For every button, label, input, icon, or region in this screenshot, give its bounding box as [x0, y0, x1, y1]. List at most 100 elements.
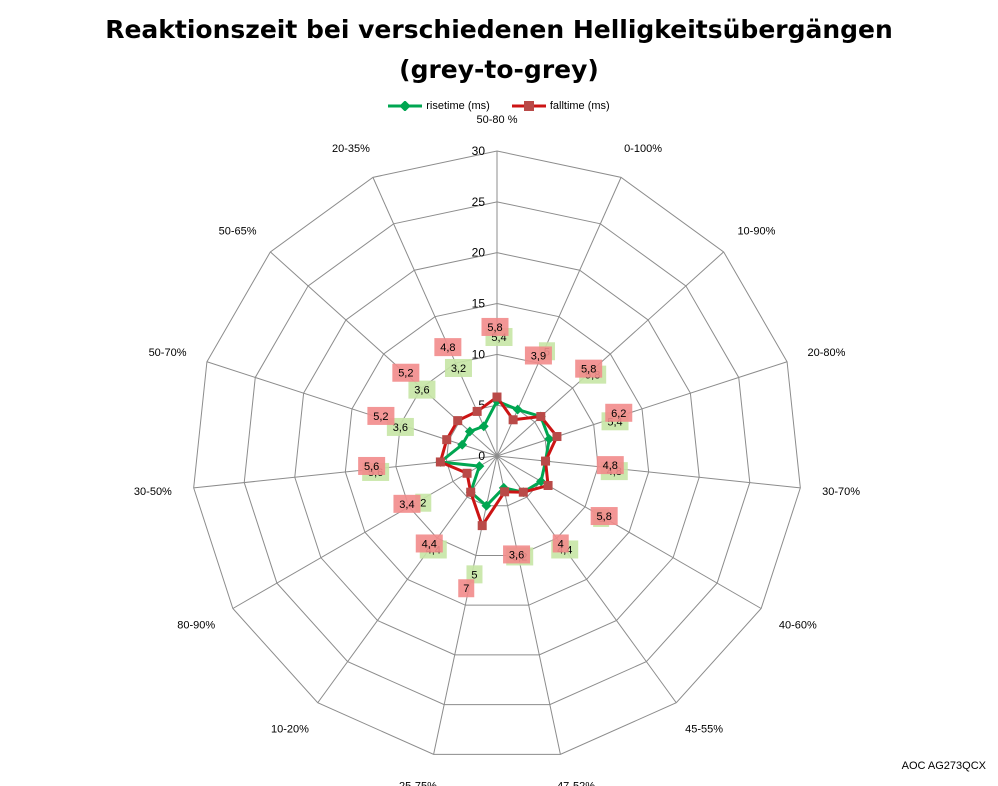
grid-ring: [344, 302, 650, 606]
tick-label: 25: [472, 195, 486, 209]
data-label: 5,2: [373, 411, 388, 423]
category-label: 25-75%: [399, 781, 437, 786]
tick-label: 20: [472, 246, 486, 260]
data-point: [453, 416, 463, 426]
category-label: 0-100%: [624, 143, 662, 155]
data-label: 4,8: [440, 342, 455, 354]
data-point: [508, 415, 518, 425]
data-label-bg: [552, 534, 569, 553]
data-label-bg: [466, 565, 483, 584]
tick-label: 10: [472, 347, 486, 361]
data-label: 3,6: [509, 549, 524, 561]
grid-spoke: [193, 455, 498, 489]
category-label: 10-90%: [737, 226, 775, 238]
chart-title-line2: (grey-to-grey): [399, 55, 599, 84]
data-label: 5: [471, 569, 477, 581]
tick-label: 15: [472, 297, 486, 311]
data-label-bg: [392, 363, 420, 382]
data-point: [541, 456, 551, 466]
data-label: 7: [463, 583, 469, 595]
grid-spoke: [496, 251, 724, 457]
data-point: [435, 457, 445, 467]
series-line: [438, 395, 559, 528]
data-label: 5,8: [581, 364, 596, 376]
data-label-bg: [458, 579, 475, 598]
data-point: [464, 426, 475, 437]
category-label: 20-35%: [332, 143, 370, 155]
data-point: [481, 500, 492, 511]
data-point: [543, 480, 553, 490]
data-point: [492, 392, 502, 402]
data-label: 4,8: [603, 460, 618, 472]
data-point: [552, 432, 562, 442]
data-label: 5,2: [398, 368, 413, 380]
data-label: 5,8: [487, 322, 502, 334]
legend-item-falltime: falltime (ms): [511, 100, 610, 112]
data-label-bg: [575, 359, 603, 378]
grid-ring: [294, 252, 700, 656]
grid-spoke: [270, 251, 498, 457]
grid-spoke: [232, 455, 498, 609]
data-label-bg: [605, 403, 633, 422]
data-point: [478, 421, 489, 432]
chart-legend: risetime (ms) falltime (ms): [0, 100, 998, 112]
data-label: 3,6: [414, 385, 429, 397]
category-label: 50-65%: [219, 226, 257, 238]
data-point: [536, 412, 546, 422]
category-label: 50-80 %: [477, 114, 518, 126]
category-label: 40-60%: [779, 620, 817, 632]
data-point: [536, 476, 546, 487]
grid-spoke: [496, 455, 561, 755]
data-label-bg: [481, 317, 509, 336]
data-label: 3,9: [531, 350, 546, 362]
data-point: [512, 404, 523, 415]
data-label: 5,8: [597, 511, 612, 523]
chart-title: Reaktionszeit bei verschiedenen Helligke…: [0, 10, 998, 90]
data-label-bg: [444, 358, 472, 377]
data-point: [442, 435, 452, 445]
category-label: 30-70%: [822, 486, 860, 498]
data-labels-falltime: 5,8 3,9 5,8 6,2 4,8 5,8 4 3,6 7 4,4 3,4 5,6 5,2 5,2 4,…: [358, 317, 633, 598]
legend-label-falltime: falltime (ms): [549, 100, 610, 112]
data-label-bg: [524, 346, 552, 365]
legend-item-risetime: risetime (ms): [388, 100, 490, 112]
category-label: 30-50%: [134, 486, 172, 498]
data-point: [472, 406, 482, 416]
data-point: [544, 434, 555, 444]
data-label-bg: [415, 534, 443, 553]
series-falltime: [435, 392, 562, 531]
data-label: 4: [558, 538, 564, 550]
category-label: 80-90%: [177, 620, 215, 632]
data-label-bg: [393, 494, 421, 513]
data-point: [466, 487, 476, 497]
legend-label-risetime: risetime (ms): [426, 100, 490, 112]
category-label: 45-55%: [685, 724, 723, 736]
data-point: [500, 487, 510, 497]
legend-swatch-risetime: [388, 101, 423, 111]
category-label: 20-80%: [808, 347, 846, 359]
data-label: 3,6: [393, 422, 408, 434]
data-label: 6,2: [611, 408, 626, 420]
data-label-bg: [408, 380, 436, 399]
grid-ring: [193, 150, 801, 755]
tick-label: 0: [478, 449, 485, 463]
data-label: 3,2: [451, 363, 466, 375]
grid-spoke: [496, 361, 788, 457]
data-label-bg: [434, 338, 462, 357]
data-point: [457, 439, 468, 450]
legend-swatch-falltime: [511, 101, 546, 111]
data-label-bg: [596, 456, 624, 475]
data-point: [474, 461, 485, 472]
data-label: 5,6: [364, 461, 379, 473]
grid-spoke: [496, 455, 677, 704]
data-label: 4,4: [422, 538, 437, 550]
grid-spoke: [317, 455, 498, 704]
category-label: 50-70%: [149, 347, 187, 359]
category-label: 47-52%: [557, 781, 595, 786]
data-point: [462, 468, 472, 478]
series-line: [438, 399, 551, 508]
data-label-bg: [358, 456, 386, 475]
data-label: 3,4: [399, 499, 414, 511]
data-point: [518, 487, 528, 497]
